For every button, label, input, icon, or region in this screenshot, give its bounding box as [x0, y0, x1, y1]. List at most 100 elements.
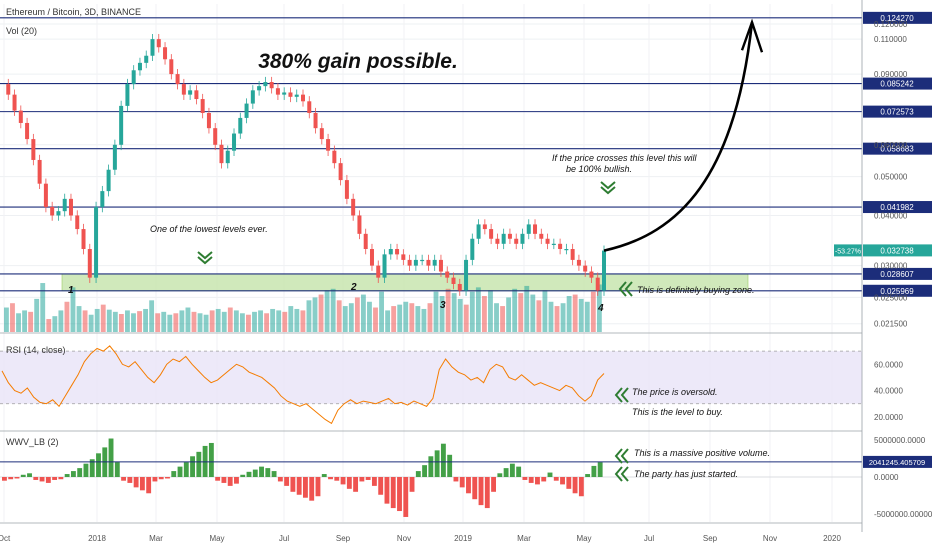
candle-body — [163, 47, 168, 60]
wwv-bar — [234, 477, 239, 484]
wwv-bar — [177, 466, 183, 477]
wwv-bar — [14, 477, 20, 479]
wwv-bar — [434, 450, 440, 477]
candle-body — [56, 211, 61, 216]
volume-bar — [360, 294, 366, 332]
chevron-left-icon — [614, 466, 629, 482]
candle-body — [75, 215, 80, 230]
wwv-bar — [83, 463, 89, 477]
candle-body — [451, 277, 456, 284]
wwv-bar — [64, 474, 70, 477]
level-tag — [863, 105, 932, 118]
wwv-bar — [346, 477, 352, 489]
candle-body — [551, 243, 556, 246]
volume-bar — [270, 308, 276, 332]
note-oversold: The price is oversold. — [632, 387, 718, 397]
wwv-bar — [27, 473, 32, 477]
note-buy-level: This is the level to buy. — [632, 407, 723, 417]
x-tick-label: Mar — [149, 534, 163, 543]
candle-body — [68, 198, 73, 216]
wwv-bar — [497, 473, 503, 477]
rsi-panel — [0, 345, 862, 425]
wwv-bar — [428, 456, 434, 477]
wwv-bar — [528, 477, 534, 483]
candle-body — [269, 82, 274, 89]
x-tick-label: Sep — [336, 534, 351, 543]
volume-bar — [391, 306, 397, 332]
wwv-bar — [328, 477, 333, 480]
candle-body — [81, 229, 86, 250]
wwv-bar — [340, 477, 346, 485]
chevron-left-icon — [618, 281, 633, 297]
volume-bar — [354, 297, 360, 332]
candle-body — [175, 74, 180, 85]
wwv-bar — [578, 477, 584, 497]
volume-bar — [379, 291, 384, 332]
volume-bar — [276, 310, 282, 332]
wwv-bar — [309, 477, 315, 501]
level-tag — [863, 284, 932, 297]
candle-body — [181, 84, 186, 95]
volume-bar — [58, 310, 64, 332]
candle-body — [501, 233, 506, 244]
rsi-line — [1, 345, 605, 425]
candle-body — [520, 233, 525, 244]
x-tick-label: May — [576, 534, 591, 543]
chevron-down-icon — [197, 251, 213, 265]
chart-title: Ethereum / Bitcoin, 3D, BINANCE — [6, 7, 141, 17]
wwv-bar — [190, 456, 195, 477]
volume-bar — [239, 313, 245, 332]
level-tag — [863, 201, 932, 214]
price-tick-label: 0.040000 — [874, 211, 908, 220]
candle-body — [438, 259, 443, 272]
volume-bar — [264, 313, 270, 332]
wwv-bar — [472, 477, 478, 500]
volume-bar — [536, 300, 542, 332]
wwv-bar — [491, 477, 496, 492]
candle-body — [420, 259, 425, 262]
point-label: 3 — [440, 300, 446, 311]
projection-arrowhead — [740, 18, 764, 53]
volume-bar — [233, 310, 239, 332]
wwv-bar — [20, 474, 26, 477]
volume-bar — [463, 304, 469, 332]
candle-body — [482, 224, 487, 230]
candle-body — [457, 283, 462, 291]
wwv-bar — [252, 469, 258, 477]
current-price-tag — [863, 244, 932, 257]
price-tick-label: 0.110000 — [874, 35, 907, 44]
candle-body — [495, 238, 500, 244]
wwv-bar — [277, 477, 283, 482]
volume-bar — [16, 313, 21, 332]
volume-bar — [52, 316, 58, 332]
wwv-bar — [440, 443, 446, 477]
wwv-bar — [290, 477, 296, 492]
volume-bar — [524, 285, 530, 332]
wwv-bar — [535, 477, 540, 485]
grid-lines — [0, 4, 862, 522]
candle-body — [100, 191, 105, 207]
candle-body — [319, 128, 324, 140]
candle-body — [564, 249, 569, 251]
volume-bar — [397, 304, 403, 332]
candle-body — [50, 206, 55, 216]
candle-body — [470, 238, 475, 260]
volume-bar — [294, 308, 300, 332]
x-tick-label: Jul — [279, 534, 289, 543]
rsi-tick-label: 40.0000 — [874, 387, 903, 396]
candle-body — [62, 198, 67, 212]
volume-bar — [34, 298, 40, 332]
volume-bar — [258, 310, 263, 332]
level-tag-label: 0.072573 — [880, 108, 914, 117]
candle-body — [413, 259, 418, 266]
wwv-bar — [459, 477, 465, 488]
wwv-bar — [45, 477, 51, 483]
volume-bar — [596, 284, 602, 332]
price-tick-label: 0.025000 — [874, 293, 908, 302]
rsi-tick-label: 60.0000 — [874, 360, 903, 369]
volume-bar — [481, 296, 487, 332]
wwv-bar — [133, 477, 139, 488]
volume-bar — [409, 303, 415, 332]
volume-bar — [312, 297, 318, 332]
volume-bar — [342, 306, 348, 332]
